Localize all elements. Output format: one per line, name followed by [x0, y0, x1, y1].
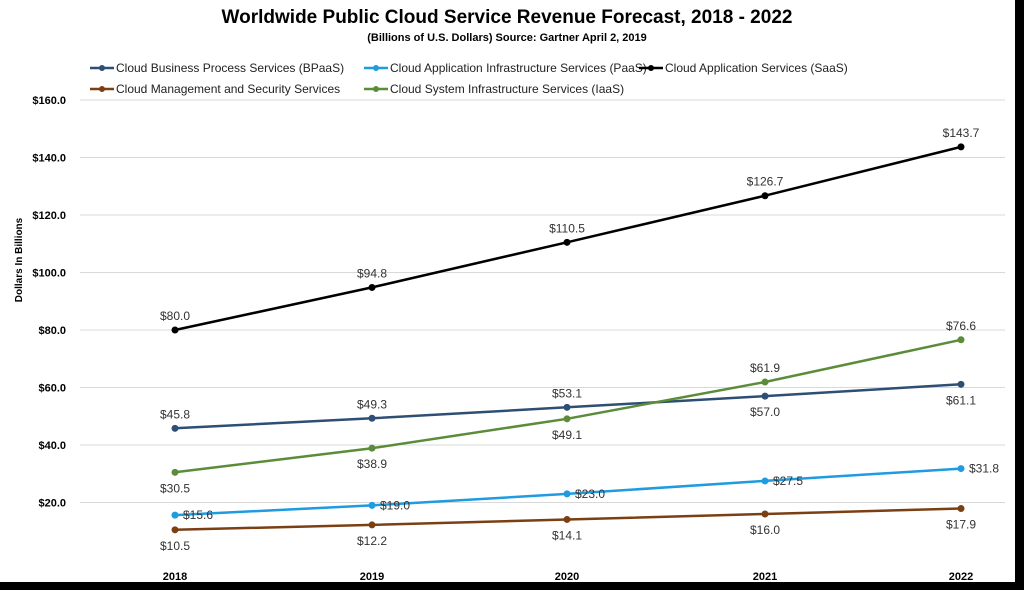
data-label: $49.1: [552, 428, 582, 442]
series-line: [174, 145, 962, 332]
data-label: $61.1: [946, 393, 976, 407]
legend-entry: Cloud Management and Security Services: [116, 82, 340, 96]
data-point: [171, 526, 179, 534]
data-label: $143.7: [943, 126, 980, 140]
data-point: [761, 378, 769, 386]
data-label: $76.6: [946, 319, 976, 333]
x-tick-label: 2021: [753, 571, 777, 582]
legend-entry: Cloud Business Process Services (BPaaS): [116, 61, 344, 75]
series-2: $80.0 $94.8 $110.5 $126.7 $143.7: [160, 126, 980, 334]
x-tick-label: 2018: [163, 571, 187, 582]
data-point: [563, 238, 571, 246]
data-label: $31.8: [969, 462, 999, 476]
data-label: $110.5: [549, 221, 585, 235]
data-point: [563, 403, 571, 411]
series-group: $45.8 $49.3 $53.1 $57.0 $61.1 $15.6 $19.0 $23.0…: [160, 126, 999, 553]
data-label: $10.5: [160, 539, 190, 553]
legend-swatch-marker: [373, 86, 379, 92]
data-point: [368, 283, 376, 291]
chart-subtitle: (Billions of U.S. Dollars) Source: Gartn…: [367, 32, 647, 44]
series-0: $45.8 $49.3 $53.1 $57.0 $61.1: [160, 380, 976, 432]
legend-swatch-marker: [648, 65, 654, 71]
y-tick-label: $80.0: [38, 325, 66, 337]
data-label: $94.8: [357, 266, 387, 280]
data-point: [171, 468, 179, 476]
legend: Cloud Business Process Services (BPaaS) C…: [90, 61, 848, 96]
data-point: [368, 501, 376, 509]
legend-entry: Cloud Application Services (SaaS): [665, 61, 848, 75]
y-tick-label: $120.0: [32, 210, 66, 222]
x-tick-label: 2022: [949, 571, 973, 582]
data-label: $17.9: [946, 518, 976, 532]
line-chart: Worldwide Public Cloud Service Revenue F…: [14, 7, 1005, 582]
data-point: [171, 424, 179, 432]
data-point: [368, 444, 376, 452]
data-point: [761, 192, 769, 200]
data-point: [563, 515, 571, 523]
y-tick-label: $100.0: [32, 268, 66, 280]
series-3: $10.5 $12.2 $14.1 $16.0 $17.9: [160, 505, 976, 553]
legend-entry: Cloud System Infrastructure Services (Ia…: [390, 82, 624, 96]
series-1: $15.6 $19.0 $23.0 $27.5 $31.8: [171, 462, 999, 522]
legend-swatch-marker: [99, 65, 105, 71]
data-point: [563, 490, 571, 498]
data-point: [957, 143, 965, 151]
data-point: [957, 336, 965, 344]
data-label: $49.3: [357, 397, 387, 411]
data-point: [171, 511, 179, 519]
gridlines: [80, 99, 1005, 503]
data-label: $126.7: [747, 175, 784, 189]
data-point: [761, 510, 769, 518]
data-point: [761, 477, 769, 485]
data-label: $30.5: [160, 481, 190, 495]
data-label: $19.0: [380, 498, 410, 512]
data-point: [368, 521, 376, 529]
data-label: $53.1: [552, 386, 582, 400]
data-label: $45.8: [160, 407, 190, 421]
data-label: $14.1: [552, 528, 582, 542]
data-label: $16.0: [750, 523, 780, 537]
data-point: [957, 380, 965, 388]
data-label: $38.9: [357, 457, 387, 471]
data-label: $12.2: [357, 534, 387, 548]
legend-swatch-marker: [373, 65, 379, 71]
data-point: [761, 392, 769, 400]
chart-title: Worldwide Public Cloud Service Revenue F…: [222, 7, 793, 28]
data-label: $15.6: [183, 508, 213, 522]
legend-entry: Cloud Application Infrastructure Service…: [390, 61, 647, 75]
data-point: [957, 505, 965, 513]
x-tick-label: 2020: [555, 571, 579, 582]
y-axis-label: Dollars In Billions: [14, 217, 25, 302]
y-tick-label: $60.0: [38, 383, 66, 395]
x-axis: 2018 2019 2020 2021 2022: [163, 571, 973, 582]
x-tick-label: 2019: [360, 571, 384, 582]
series-4: $30.5 $38.9 $49.1 $61.9 $76.6: [160, 319, 976, 496]
y-tick-label: $40.0: [38, 440, 66, 452]
data-point: [171, 326, 179, 334]
y-axis: $20.0 $40.0 $60.0 $80.0 $100.0 $120.0 $140.0 $1…: [32, 95, 66, 510]
data-point: [368, 414, 376, 422]
y-tick-label: $160.0: [32, 95, 66, 107]
data-label: $61.9: [750, 361, 780, 375]
legend-swatch-marker: [99, 86, 105, 92]
chart-frame: Worldwide Public Cloud Service Revenue F…: [0, 0, 1015, 582]
data-point: [563, 415, 571, 423]
data-label: $57.0: [750, 405, 780, 419]
y-tick-label: $140.0: [32, 153, 66, 165]
data-label: $27.5: [773, 474, 803, 488]
data-point: [957, 465, 965, 473]
data-label: $23.0: [575, 487, 605, 501]
y-tick-label: $20.0: [38, 498, 66, 510]
data-label: $80.0: [160, 309, 190, 323]
